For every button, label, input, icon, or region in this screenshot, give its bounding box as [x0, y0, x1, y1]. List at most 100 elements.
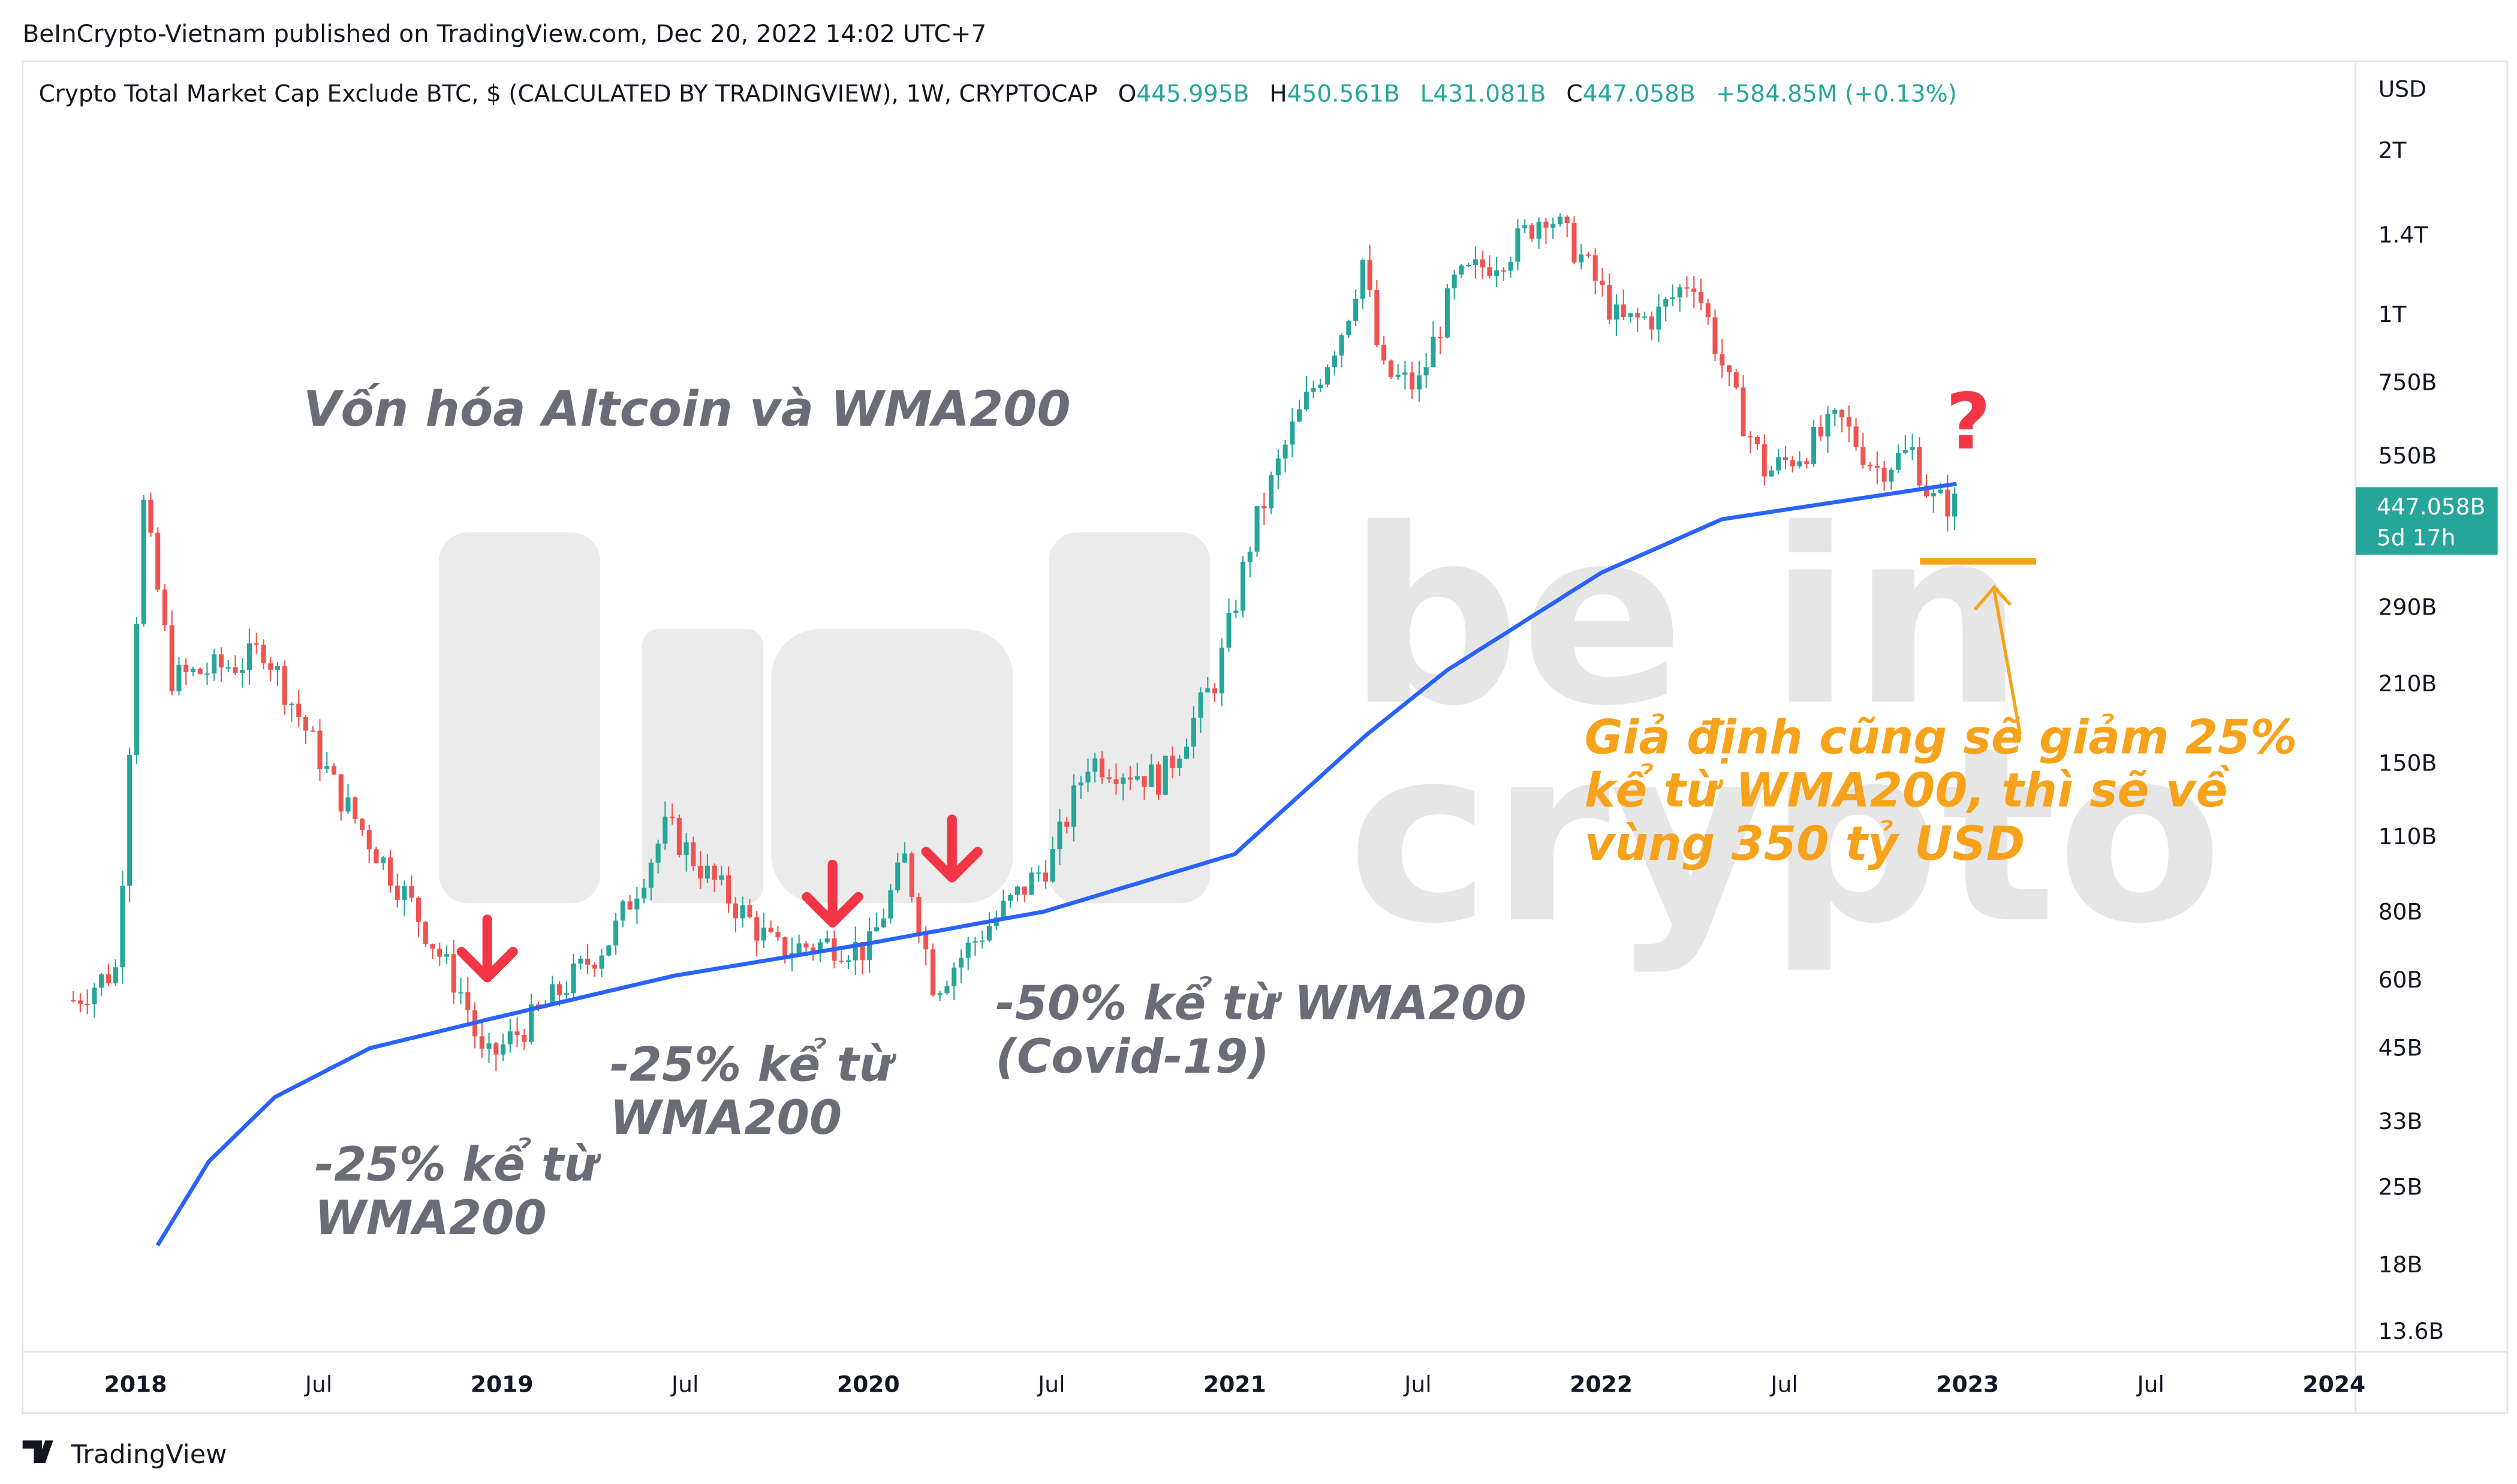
candle-body [1677, 287, 1682, 297]
candle-body [1163, 755, 1168, 795]
candle-body [1501, 270, 1506, 272]
annotation-4-line1: Giả định cũng sẽ giảm 25% [1585, 711, 2298, 764]
candle-body [1416, 375, 1422, 390]
candle-body [282, 666, 287, 705]
candle-body [1536, 221, 1541, 239]
candle-body [1177, 758, 1182, 768]
candle-body [1219, 648, 1224, 694]
candle-body [254, 643, 259, 645]
candle-body [930, 949, 935, 996]
candle-body [1522, 225, 1528, 228]
candle-body [839, 961, 844, 962]
candle-body [1444, 288, 1450, 338]
candle-body [747, 905, 752, 917]
candle-body [1642, 316, 1648, 318]
candle-body [1579, 254, 1584, 263]
candle-body [1282, 444, 1288, 459]
candle-body [952, 967, 957, 986]
candle-body [1874, 465, 1880, 468]
question-mark: ? [1946, 377, 1991, 467]
candle-body [648, 862, 654, 888]
candle-body [1339, 335, 1344, 356]
candle-body [1543, 221, 1549, 228]
candle-body [1607, 285, 1612, 320]
tradingview-brand: TradingView [70, 1440, 227, 1470]
candle-body [366, 829, 372, 850]
candle-body [268, 663, 273, 670]
candle-body [402, 886, 407, 900]
candle-body [1001, 901, 1006, 918]
candle-body [663, 816, 668, 844]
candle-body [1360, 260, 1365, 299]
candle-body [1726, 365, 1732, 372]
candle-body [1085, 771, 1091, 782]
candle-body [691, 842, 696, 866]
candle-body [71, 1000, 76, 1002]
candle-body [1938, 489, 1943, 493]
candle-body [1303, 392, 1309, 410]
price-axis[interactable]: 2T 1.4T 1T 750B 550B 290B 210B 150B 110B 80B 60B 45… [2378, 137, 2444, 1344]
candle-body [676, 818, 682, 856]
candle-body [1656, 306, 1661, 330]
candle-body [507, 1031, 513, 1044]
tradingview-logo[interactable]: TradingView [22, 1440, 227, 1470]
candle-body [522, 1035, 527, 1042]
candle-body [1247, 551, 1253, 562]
candle-body [1057, 821, 1062, 850]
time-tick-label: 2023 [1936, 1371, 1999, 1398]
price-tick-label: 550B [2378, 443, 2437, 469]
annotation-4-line2: kể từ WMA200, thì sẽ về [1585, 763, 2230, 818]
candle-body [430, 944, 435, 949]
time-tick-label: Jul [670, 1371, 699, 1398]
price-tick-label: 25B [2378, 1174, 2423, 1200]
candle-body [1410, 372, 1415, 390]
annotation-3-line1: -50% kể từ WMA200 [995, 976, 1526, 1031]
candle-body [1635, 313, 1640, 318]
candle-body [1473, 259, 1478, 265]
price-tick-label: 80B [2378, 899, 2423, 925]
time-tick-label: 2024 [2302, 1371, 2365, 1398]
candle-body [218, 654, 224, 668]
candle-body [451, 954, 456, 993]
candle-body [1811, 426, 1817, 464]
candle-body [719, 875, 724, 880]
tradingview-logo-icon [22, 1440, 53, 1464]
candle-body [733, 903, 738, 919]
candle-body [387, 857, 393, 886]
candle-body [627, 901, 633, 910]
price-tick-label: 290B [2378, 594, 2437, 621]
candle-body [740, 905, 745, 919]
candle-body [99, 974, 104, 988]
candle-body [246, 643, 252, 670]
candle-body [684, 842, 689, 856]
candle-body [1269, 475, 1274, 508]
candle-body [796, 943, 802, 953]
candle-body [1529, 225, 1534, 239]
candle-body [895, 862, 901, 890]
candle-body [1036, 872, 1041, 874]
candle-body [642, 887, 647, 899]
candle-body [958, 958, 964, 968]
candle-body [1741, 387, 1746, 437]
candle-body [296, 703, 302, 717]
candle-body [1698, 291, 1704, 303]
candle-body [1797, 461, 1802, 466]
candle-body [916, 897, 922, 935]
candle-body [92, 988, 97, 1004]
candle-body [1008, 895, 1013, 901]
candle-body [571, 964, 576, 994]
candle-body [1945, 489, 1950, 517]
candle-body [155, 532, 161, 590]
candle-body [1776, 457, 1781, 471]
candle-body [1311, 388, 1316, 392]
price-tick-label: 750B [2378, 369, 2437, 396]
candle-body [85, 1003, 90, 1006]
time-axis[interactable]: 2018 Jul 2019 Jul 2020 Jul 2021 Jul 2022 Jul 2023 J… [104, 1371, 2366, 1398]
candle-body [1290, 422, 1295, 445]
time-tick-label: Jul [1769, 1371, 1798, 1398]
candle-body [1149, 764, 1154, 787]
candle-body [1748, 436, 1753, 438]
candle-body [240, 670, 245, 673]
candle-body [1233, 610, 1239, 613]
